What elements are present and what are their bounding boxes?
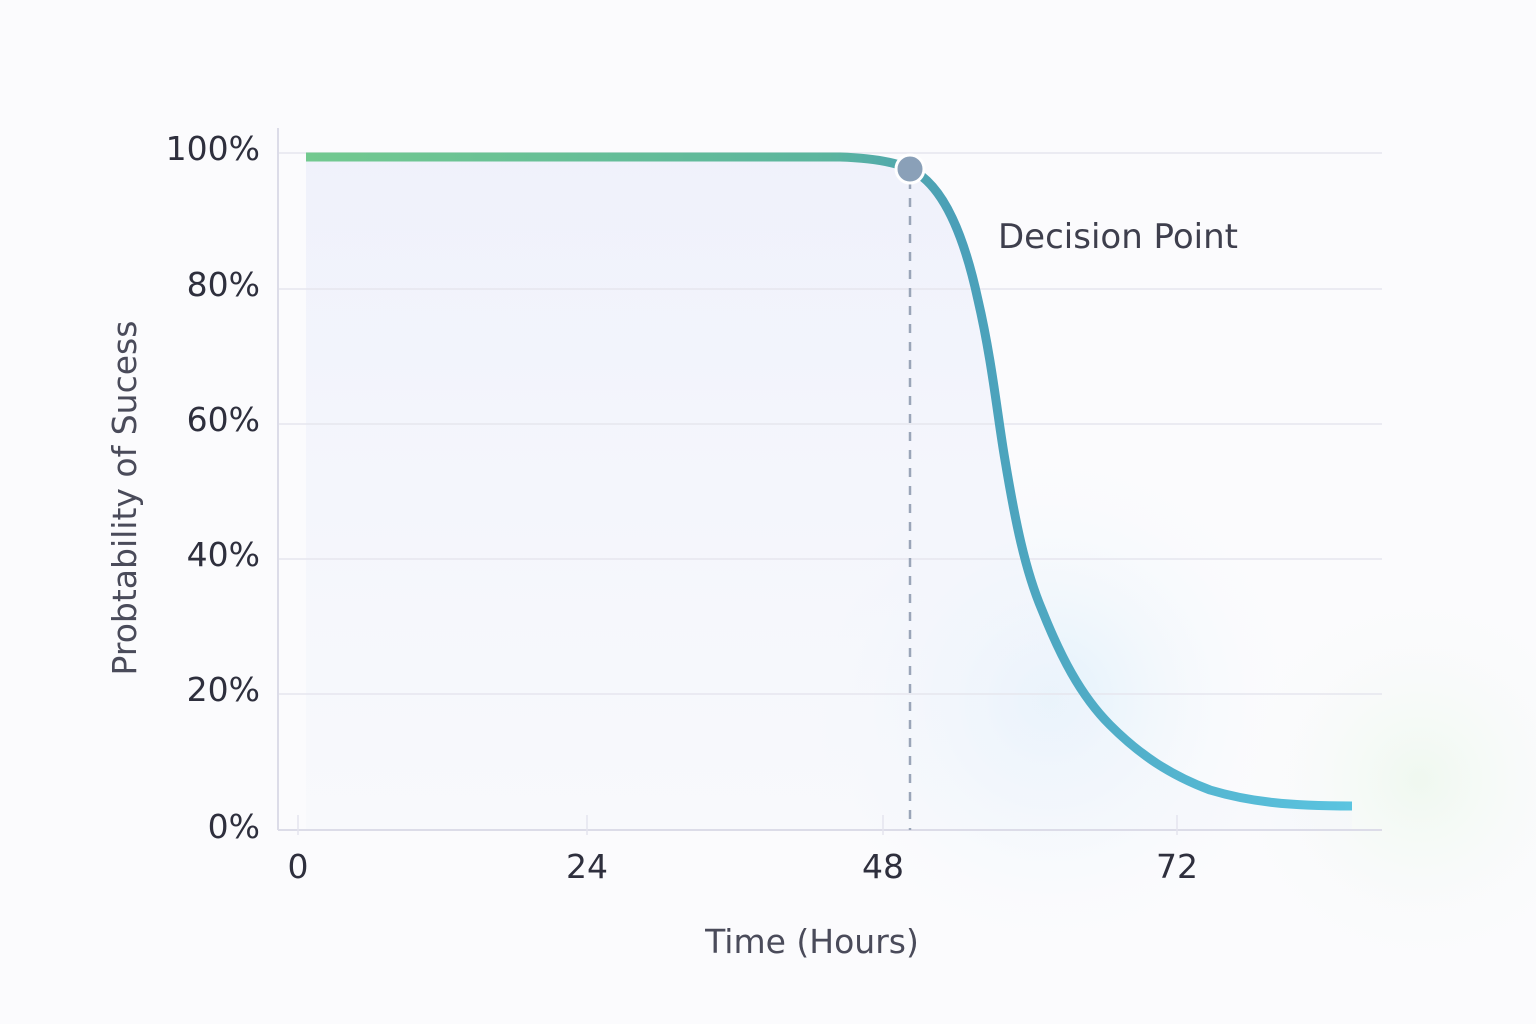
area-under-curve xyxy=(306,157,1352,830)
y-tick-label-80: 80% xyxy=(187,265,260,304)
y-tick-label-60: 60% xyxy=(187,400,260,439)
y-tick-label-0: 0% xyxy=(208,807,260,846)
x-tick-label-48: 48 xyxy=(862,847,904,886)
x-tick-labels: 0 24 48 72 xyxy=(288,847,1199,886)
x-tick-label-24: 24 xyxy=(566,847,608,886)
y-axis-title: Probtability of Sucess xyxy=(105,321,144,676)
decision-point-marker[interactable] xyxy=(894,153,926,185)
probability-curve xyxy=(306,152,1353,811)
x-axis-title: Time (Hours) xyxy=(704,922,919,961)
y-tick-label-40: 40% xyxy=(187,535,260,574)
decision-point-label: Decision Point xyxy=(998,217,1238,257)
x-tick-marks xyxy=(297,815,1178,835)
y-tick-label-100: 100% xyxy=(166,129,260,168)
y-tick-labels: 100% 80% 60% 40% 20% 0% xyxy=(166,129,260,846)
y-tick-label-20: 20% xyxy=(187,670,260,709)
x-tick-label-72: 72 xyxy=(1156,847,1198,886)
x-tick-label-0: 0 xyxy=(288,847,309,886)
